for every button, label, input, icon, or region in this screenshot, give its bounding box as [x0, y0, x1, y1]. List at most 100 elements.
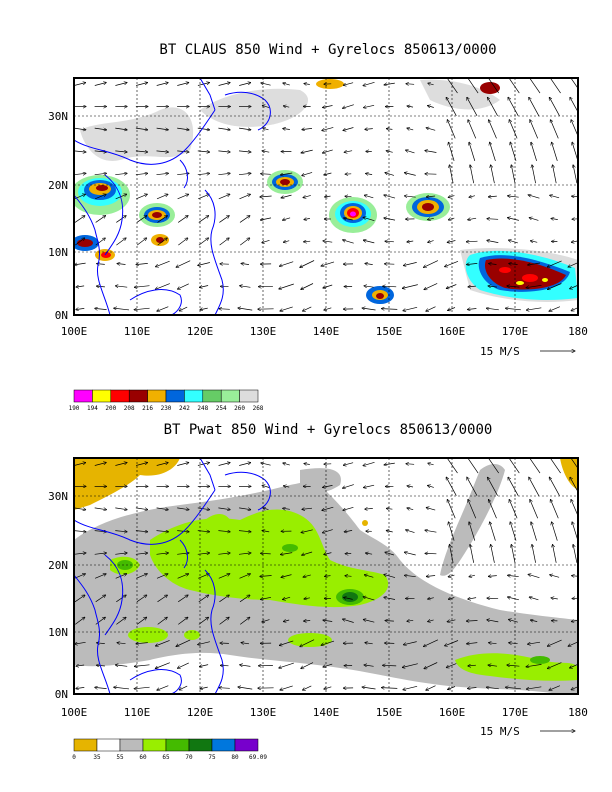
wind-vector [74, 83, 86, 86]
colorbar-swatch [202, 389, 222, 403]
wind-vector [344, 151, 353, 153]
wind-vector [384, 574, 396, 578]
wind-vector [325, 576, 331, 577]
wind-vector [532, 165, 536, 184]
wind-vector [406, 84, 415, 85]
wind-vector [281, 194, 292, 198]
wind-vector [424, 283, 438, 289]
wind-vector [324, 173, 332, 175]
cloud-cluster-170e [316, 79, 578, 301]
svg-text:110E: 110E [124, 706, 151, 719]
wind-vector [511, 544, 516, 563]
wind-vector [529, 477, 540, 496]
wind-vector [428, 620, 434, 622]
wind-vector [547, 260, 562, 267]
wind-vector [488, 665, 498, 666]
panel-1-xtick-labels: 100E 110E 120E 130E 140E 150E 160E 170E … [61, 325, 588, 338]
wind-vector [507, 665, 520, 666]
wind-vector [548, 458, 561, 474]
wind-vector [136, 216, 147, 223]
colorbar-swatch [128, 389, 148, 403]
wind-vector [155, 260, 170, 267]
wind-vector [365, 553, 373, 554]
wind-vector [157, 306, 169, 312]
wind-vector [470, 165, 475, 184]
wind-vector [406, 150, 415, 154]
wind-vector [423, 260, 439, 268]
svg-text:100E: 100E [61, 325, 88, 338]
wind-vector [240, 286, 251, 288]
wind-vector [406, 530, 415, 533]
colorbar-label: 35 [93, 754, 101, 761]
wind-vector [94, 553, 107, 554]
wind-vector [448, 522, 455, 541]
svg-text:160E: 160E [439, 706, 466, 719]
colorbar-swatch [119, 738, 144, 752]
wind-vector [526, 664, 542, 666]
wind-vector [446, 284, 457, 289]
wind-vector [323, 485, 333, 487]
grid-2 [74, 458, 578, 694]
cloud-cluster-philippine-sea [267, 170, 303, 194]
wind-vector [508, 97, 519, 116]
colorbar-label: 268 [253, 405, 264, 412]
wind-vector [445, 260, 459, 266]
wind-vector [365, 643, 373, 644]
wind-vector [446, 477, 457, 496]
wind-vector [573, 544, 578, 563]
wind-vector [445, 78, 458, 94]
wind-vector [345, 196, 352, 197]
wind-vector [487, 620, 499, 623]
panel-2-title: BT Pwat 850 Wind + Gyrelocs 850613/0000 [164, 422, 493, 438]
wind-vector [467, 643, 478, 644]
wind-vector [526, 307, 542, 310]
wind-vector [156, 151, 169, 152]
colorbar-swatch [147, 389, 167, 403]
wind-vector [324, 307, 332, 310]
wind-vector [468, 218, 477, 220]
wind-vector [156, 463, 169, 466]
colorbar-swatch [96, 738, 121, 752]
wind-vector [74, 553, 86, 554]
wind-vector [261, 83, 271, 86]
wind-vector [448, 142, 455, 162]
wind-vector [198, 641, 210, 645]
wind-vector [178, 595, 188, 603]
wind-vector [156, 194, 168, 200]
wind-vector [446, 97, 457, 116]
wind-vector [157, 238, 168, 246]
wind-vector [280, 552, 293, 555]
wind-vector [364, 195, 374, 199]
wind-vector [303, 306, 312, 311]
wind-vector [304, 84, 310, 85]
wind-vector [157, 216, 168, 223]
wind-vector [488, 286, 498, 287]
wind-vector [283, 486, 290, 487]
wind-vector [363, 597, 375, 601]
wind-vector [178, 617, 188, 625]
colorbar-label: 60 [139, 754, 147, 761]
wind-vector [97, 643, 105, 644]
wind-vector [528, 641, 541, 644]
panel-1-vector-ref-label: 15 M/S [480, 345, 520, 358]
wind-vector [426, 685, 436, 691]
wind-vector [365, 173, 373, 174]
colorbar-label: 230 [161, 405, 172, 412]
wind-vector [219, 216, 229, 223]
wind-vector [239, 508, 251, 510]
colorbar-label: 190 [69, 405, 80, 412]
wind-vector [448, 218, 455, 220]
wind-vector [507, 286, 520, 287]
wind-vector [386, 508, 393, 509]
wind-vector [238, 531, 251, 532]
wind-vector [468, 120, 477, 139]
wind-vector [491, 544, 495, 563]
wind-vector [425, 530, 437, 533]
wind-vector [178, 238, 188, 246]
wind-vector [197, 173, 210, 174]
wind-vector [343, 506, 354, 510]
wind-vector [156, 531, 169, 532]
wind-vector [238, 308, 253, 311]
wind-vector [155, 283, 170, 290]
wind-vector [200, 687, 208, 689]
